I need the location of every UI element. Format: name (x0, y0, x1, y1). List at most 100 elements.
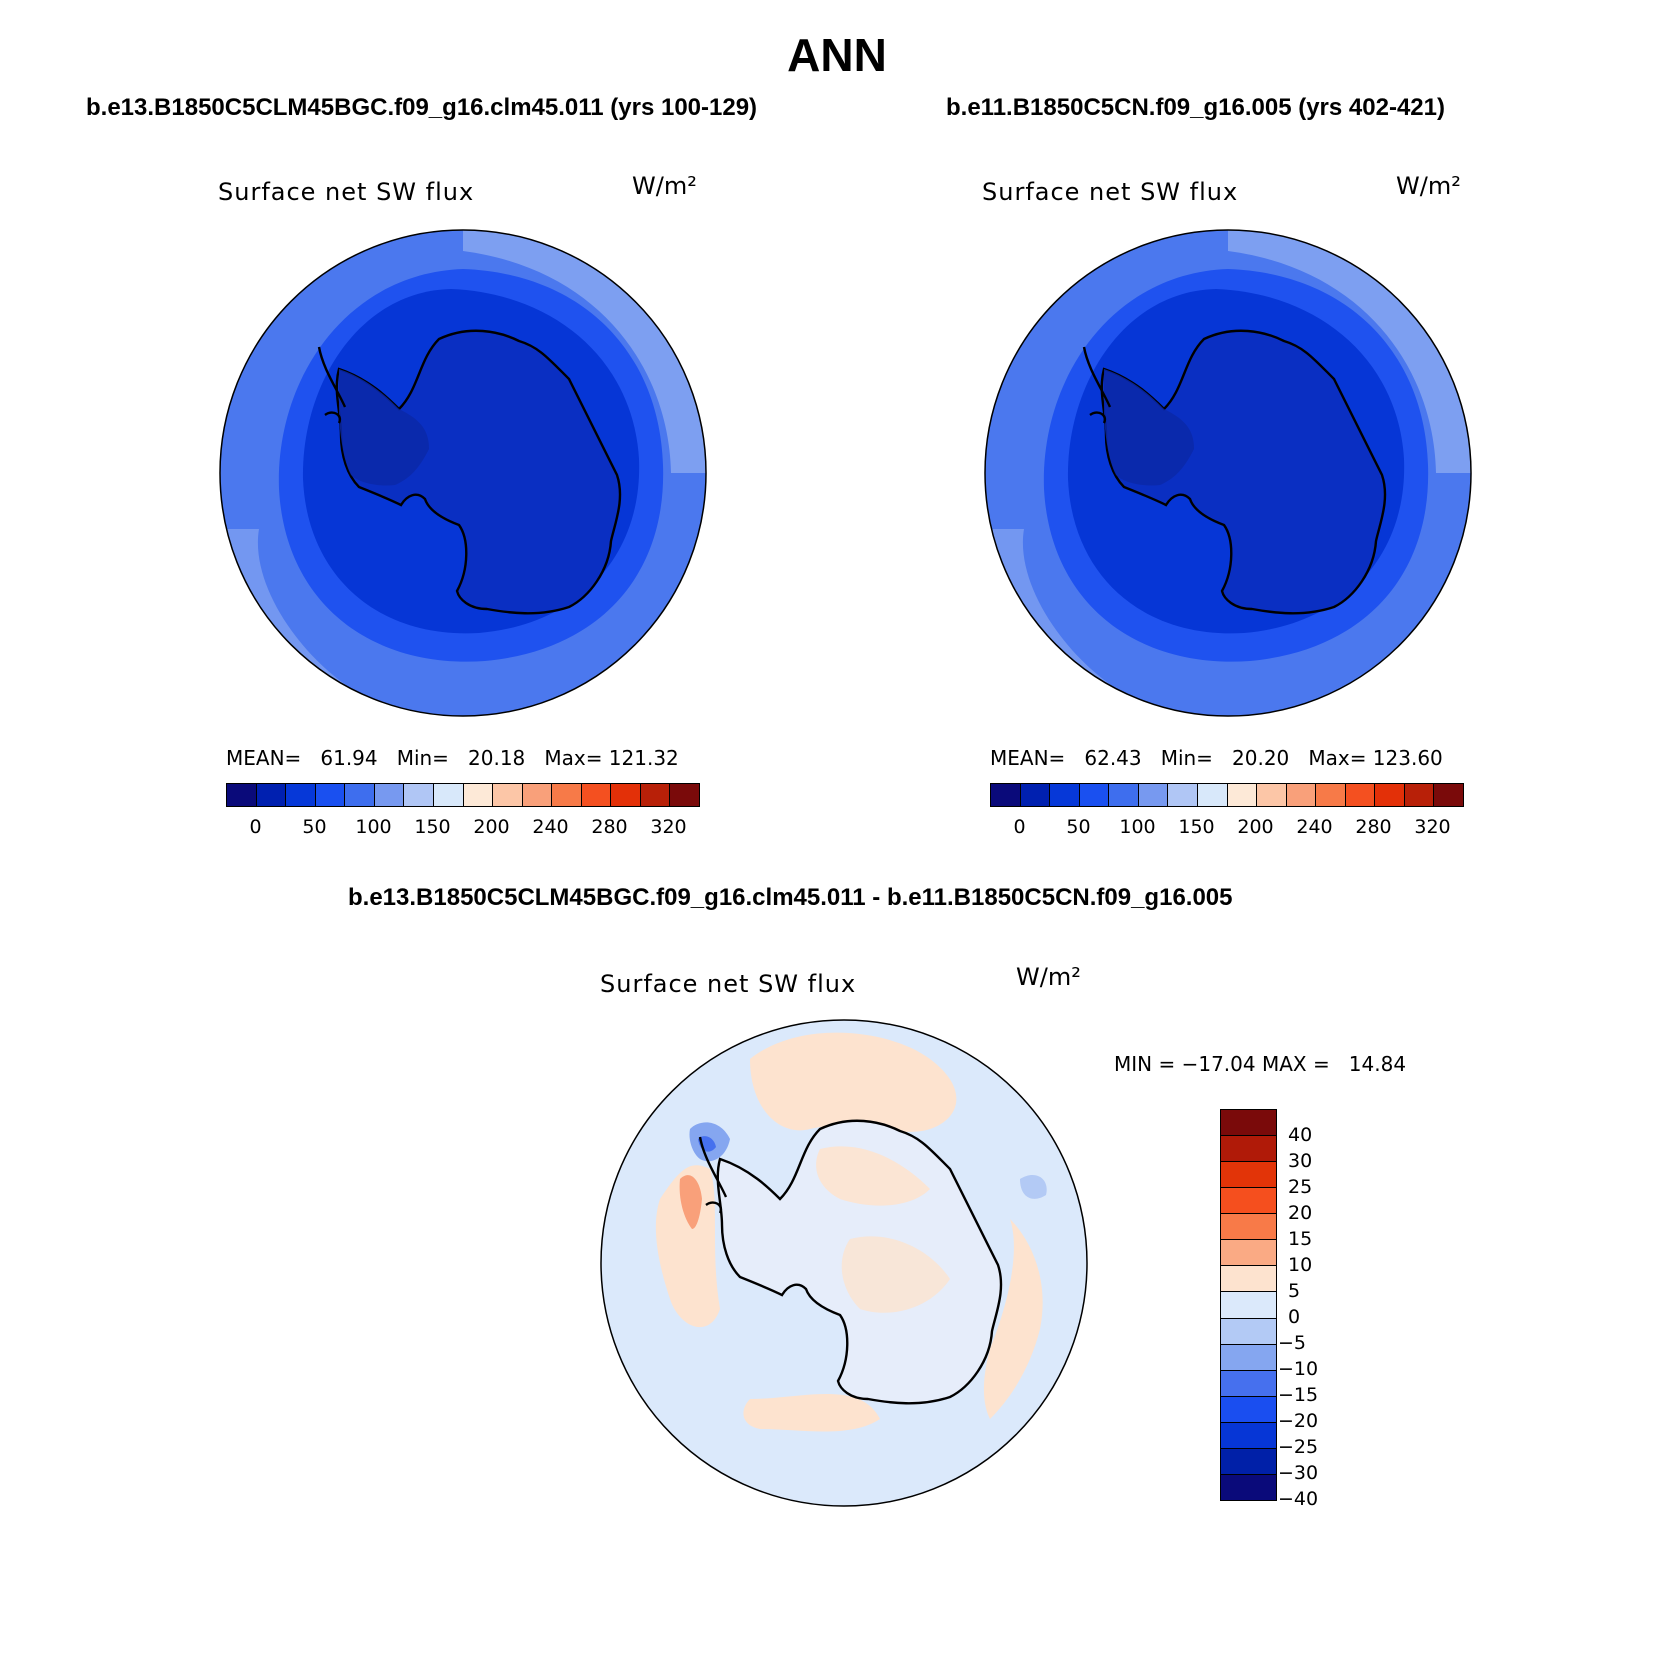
panel1-case-title: b.e13.B1850C5CLM45BGC.f09_g16.clm45.011 … (86, 94, 758, 121)
colorbar-swatch (1345, 784, 1376, 806)
colorbar-tick-label: −25 (1278, 1436, 1319, 1458)
colorbar-swatch (1221, 1474, 1276, 1500)
colorbar-tick-label: 0 (1013, 816, 1026, 838)
panel2-polar-map (984, 229, 1472, 717)
colorbar-tick-label: 50 (1066, 816, 1091, 838)
colorbar-swatch (1168, 784, 1198, 806)
colorbar-swatch (433, 784, 464, 806)
colorbar-tick-label: 10 (1288, 1254, 1313, 1276)
colorbar-swatch (1221, 1318, 1276, 1345)
colorbar-tick-label: 240 (1296, 816, 1333, 838)
colorbar-swatch (1221, 1396, 1276, 1423)
panel1-stats: MEAN= 61.94 Min= 20.18 Max= 121.32 (226, 746, 679, 770)
colorbar-tick-label: 20 (1288, 1202, 1313, 1224)
colorbar-swatch (991, 784, 1021, 806)
panel1-units-label: W/m² (632, 172, 697, 200)
colorbar-swatch (1221, 1266, 1276, 1293)
colorbar-swatch (493, 784, 523, 806)
colorbar-swatch (1286, 784, 1317, 806)
colorbar-swatch (1020, 784, 1051, 806)
colorbar-swatch (1434, 784, 1463, 806)
colorbar-tick-label: 25 (1288, 1176, 1313, 1198)
colorbar-swatch (1221, 1370, 1276, 1397)
colorbar-swatch (1227, 784, 1258, 806)
colorbar-swatch (670, 784, 699, 806)
colorbar-swatch (1079, 784, 1110, 806)
colorbar-tick-label: 200 (1237, 816, 1274, 838)
colorbar-tick-label: −30 (1278, 1462, 1319, 1484)
panel1-colorbar (226, 783, 700, 807)
colorbar-tick-label: 50 (302, 816, 327, 838)
colorbar-swatch (611, 784, 641, 806)
colorbar-tick-label: 150 (1178, 816, 1215, 838)
colorbar-tick-label: 0 (249, 816, 262, 838)
panel1-variable-label: Surface net SW flux (218, 178, 475, 206)
colorbar-tick-label: 320 (1414, 816, 1451, 838)
colorbar-swatch (522, 784, 553, 806)
colorbar-swatch (1221, 1214, 1276, 1241)
colorbar-swatch (1375, 784, 1405, 806)
diff-colorbar-ticks: 40 30 25 20 15 10 5 0 −5 −10 −15 −20 −25 −30 −40 (1278, 1109, 1368, 1510)
colorbar-tick-label: −40 (1278, 1488, 1319, 1510)
colorbar-tick-label: 320 (650, 816, 687, 838)
colorbar-tick-label: 200 (473, 816, 510, 838)
diff-polar-map (600, 1019, 1088, 1507)
colorbar-swatch (374, 784, 405, 806)
colorbar-swatch (1221, 1422, 1276, 1449)
colorbar-swatch (1316, 784, 1346, 806)
colorbar-swatch (1109, 784, 1139, 806)
diff-colorbar (1220, 1109, 1277, 1501)
diff-case-title: b.e13.B1850C5CLM45BGC.f09_g16.clm45.011 … (348, 884, 1233, 911)
colorbar-swatch (1221, 1448, 1276, 1475)
colorbar-swatch (1050, 784, 1080, 806)
colorbar-tick-label: −5 (1278, 1332, 1307, 1354)
colorbar-tick-label: 150 (414, 816, 451, 838)
panel2-colorbar (990, 783, 1464, 807)
colorbar-swatch (315, 784, 346, 806)
panel1-colorbar-ticks: 0 50 100 150 200 240 280 320 (226, 816, 698, 840)
colorbar-tick-label: 30 (1288, 1150, 1313, 1172)
colorbar-swatch (1221, 1344, 1276, 1371)
colorbar-swatch (345, 784, 375, 806)
colorbar-swatch (1221, 1188, 1276, 1215)
colorbar-swatch (286, 784, 316, 806)
colorbar-tick-label: 40 (1288, 1124, 1313, 1146)
colorbar-tick-label: −10 (1278, 1357, 1319, 1380)
colorbar-swatch (1404, 784, 1435, 806)
colorbar-tick-label: 5 (1288, 1280, 1301, 1302)
colorbar-swatch (227, 784, 257, 806)
colorbar-swatch (1221, 1110, 1276, 1137)
colorbar-swatch (404, 784, 434, 806)
colorbar-swatch (581, 784, 612, 806)
panel2-colorbar-ticks: 0 50 100 150 200 240 280 320 (990, 816, 1462, 840)
panel2-variable-label: Surface net SW flux (982, 178, 1239, 206)
panel1-polar-map (219, 229, 707, 717)
colorbar-swatch (256, 784, 287, 806)
colorbar-swatch (1221, 1240, 1276, 1267)
colorbar-tick-label: −20 (1278, 1410, 1319, 1432)
diff-stats: MIN = −17.04 MAX = 14.84 (1114, 1052, 1407, 1076)
colorbar-tick-label: 240 (532, 816, 569, 838)
colorbar-swatch (1221, 1292, 1276, 1319)
colorbar-swatch (640, 784, 671, 806)
colorbar-tick-label: 280 (1355, 816, 1392, 838)
diff-units-label: W/m² (1016, 963, 1081, 991)
colorbar-swatch (1138, 784, 1169, 806)
colorbar-swatch (1221, 1136, 1276, 1163)
colorbar-tick-label: 100 (355, 816, 392, 838)
figure-title: ANN (787, 29, 887, 81)
colorbar-swatch (1221, 1162, 1276, 1189)
colorbar-tick-label: 0 (1288, 1306, 1301, 1328)
colorbar-swatch (463, 784, 494, 806)
colorbar-swatch (1257, 784, 1287, 806)
diff-variable-label: Surface net SW flux (600, 970, 857, 998)
colorbar-tick-label: 100 (1119, 816, 1156, 838)
panel2-case-title: b.e11.B1850C5CN.f09_g16.005 (yrs 402-421… (946, 94, 1445, 121)
colorbar-tick-label: 15 (1288, 1227, 1313, 1250)
colorbar-swatch (1197, 784, 1228, 806)
colorbar-tick-label: 280 (591, 816, 628, 838)
panel2-units-label: W/m² (1396, 172, 1461, 200)
colorbar-swatch (552, 784, 582, 806)
colorbar-tick-label: −15 (1278, 1384, 1319, 1406)
panel2-stats: MEAN= 62.43 Min= 20.20 Max= 123.60 (990, 746, 1443, 770)
